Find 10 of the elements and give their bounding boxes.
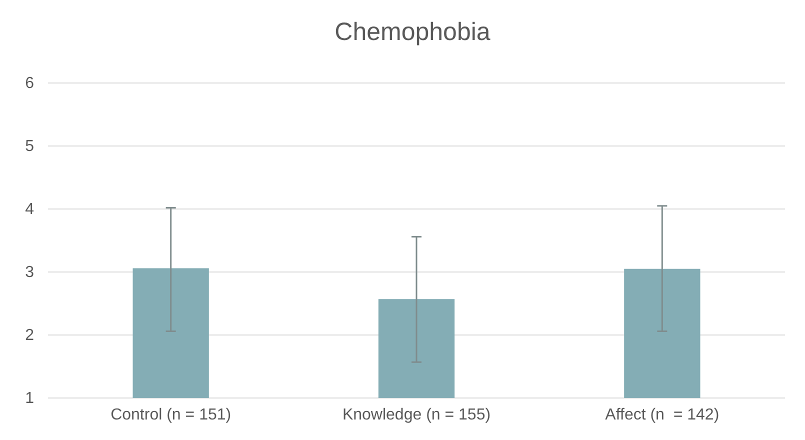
y-tick-label: 4 bbox=[25, 201, 34, 218]
chart-title: Chemophobia bbox=[334, 18, 490, 46]
x-tick-label: Knowledge (n = 155) bbox=[342, 406, 491, 424]
x-tick-label: Affect (n = 142) bbox=[605, 406, 720, 424]
x-tick-label: Control (n = 151) bbox=[110, 406, 232, 424]
y-tick-label: 1 bbox=[25, 390, 34, 408]
y-tick-label: 2 bbox=[25, 327, 34, 344]
y-tick-label: 6 bbox=[25, 75, 34, 92]
y-tick-label: 5 bbox=[25, 138, 34, 156]
y-tick-label: 3 bbox=[25, 264, 34, 282]
